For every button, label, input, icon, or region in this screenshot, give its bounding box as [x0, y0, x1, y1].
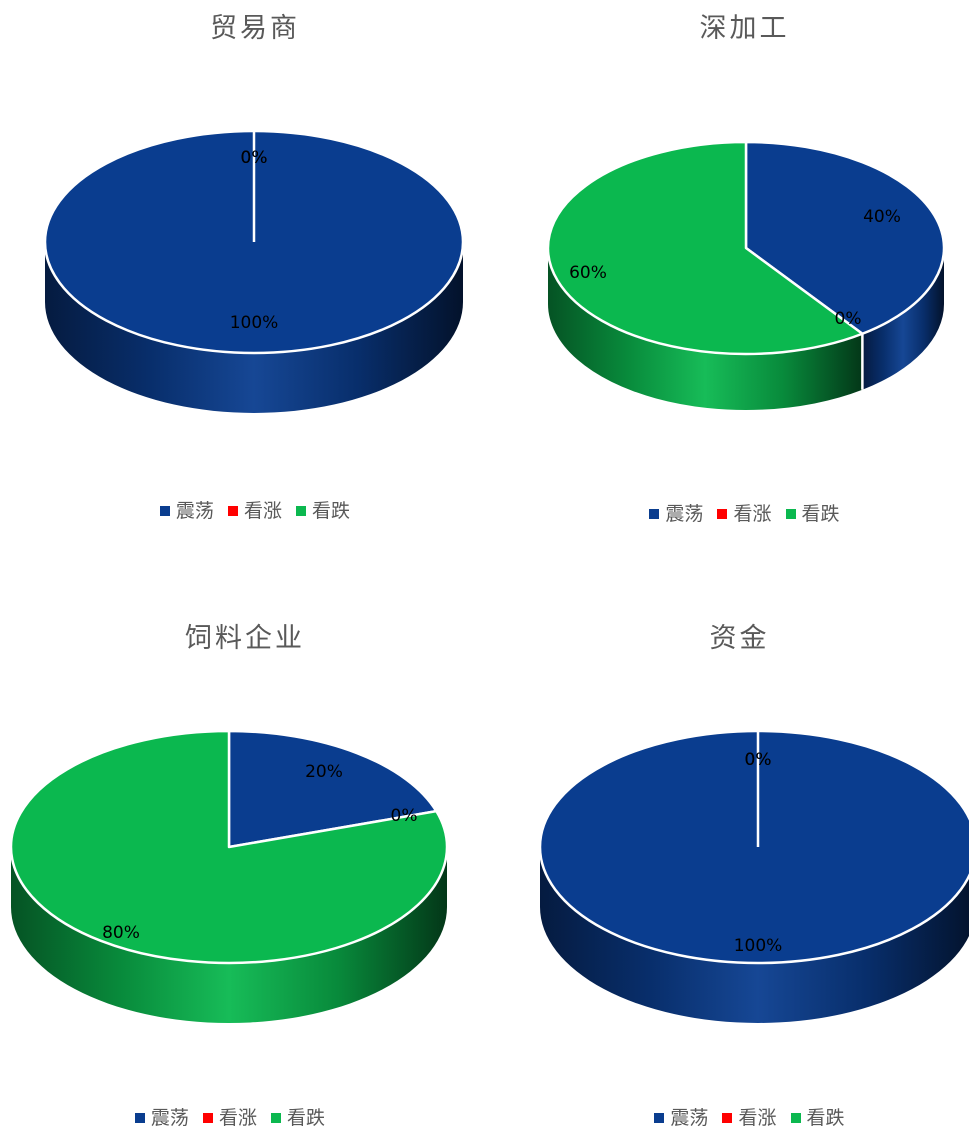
- pie-plot: 20% 0% 80%: [9, 729, 449, 1023]
- legend-item-oscillation: 震荡: [654, 1103, 708, 1130]
- legend-swatch: [296, 506, 307, 516]
- legend-item-bearish: 看跌: [271, 1103, 325, 1130]
- legend-swatch: [649, 509, 660, 519]
- legend-swatch: [227, 506, 238, 516]
- legend-swatch: [159, 506, 170, 516]
- pie-slice-看跌: [546, 140, 864, 356]
- pie-plot: 40% 0% 60%: [546, 140, 946, 410]
- pie-slice-震荡: [744, 140, 946, 336]
- data-label-震荡: 100%: [230, 313, 279, 333]
- legend-item-oscillation: 震荡: [649, 499, 703, 526]
- data-label-看跌: 80%: [102, 923, 140, 943]
- legend: 震荡 看涨 看跌: [0, 1103, 460, 1130]
- legend-item-bearish: 看跌: [296, 496, 350, 523]
- pie-side-震荡: [45, 242, 463, 413]
- legend-item-bullish: 看涨: [227, 496, 282, 523]
- legend: 震荡 看涨 看跌: [10, 496, 500, 523]
- data-label-震荡: 100%: [734, 936, 783, 956]
- legend: 震荡 看涨 看跌: [530, 1103, 969, 1130]
- data-label-震荡: 40%: [863, 207, 901, 227]
- legend-swatch: [722, 1113, 733, 1123]
- legend-item-oscillation: 震荡: [159, 496, 214, 523]
- data-label-震荡: 20%: [305, 762, 343, 782]
- pie-slice-看跌: [9, 729, 449, 965]
- pie-plot: 100%0%0%: [538, 729, 969, 1023]
- pie-chart-funds: 资金 100% 0% 0% 震荡 看涨 看跌: [490, 560, 969, 1130]
- legend-item-bullish: 看涨: [202, 1103, 257, 1130]
- data-label-看跌: 0%: [241, 148, 268, 168]
- legend-item-oscillation: 震荡: [134, 1103, 189, 1130]
- legend-swatch: [202, 1113, 213, 1123]
- legend-swatch: [134, 1113, 145, 1123]
- data-label-看跌: 60%: [569, 263, 607, 283]
- pie-side-看跌: [11, 847, 447, 1023]
- legend-swatch: [271, 1113, 282, 1123]
- legend-swatch: [790, 1113, 801, 1123]
- data-label-看跌: 0%: [745, 750, 772, 770]
- pie-chart-deep-processing: 深加工 40% 0% 60% 震荡 看涨 看跌: [500, 0, 969, 560]
- chart-title: 饲料企业: [185, 623, 305, 654]
- data-label-看涨: 0%: [391, 806, 418, 826]
- chart-title: 深加工: [699, 13, 790, 44]
- legend-swatch: [717, 509, 728, 519]
- legend-item-bearish: 看跌: [785, 499, 840, 526]
- pie-plot: 100%0%0%: [43, 129, 465, 413]
- pie-side-震荡: [862, 248, 944, 390]
- legend-swatch: [785, 509, 796, 519]
- pie-chart-feed-enterprises: 饲料企业 20% 0% 80% 震荡 看涨 看跌: [0, 560, 490, 1130]
- legend: 震荡 看涨 看跌: [520, 499, 969, 526]
- data-label-看涨: 0%: [745, 750, 772, 770]
- chart-title: 资金: [709, 623, 770, 654]
- legend-item-bullish: 看涨: [722, 1103, 777, 1130]
- legend-item-bullish: 看涨: [717, 499, 772, 526]
- legend-swatch: [654, 1113, 665, 1123]
- legend-item-bearish: 看跌: [790, 1103, 845, 1130]
- data-label-看涨: 0%: [241, 148, 268, 168]
- data-label-看涨: 0%: [835, 309, 862, 329]
- pie-chart-traders: 贸易商 100% 0% 0% 震荡 看涨 看跌: [0, 0, 500, 560]
- pie-side-震荡: [540, 847, 969, 1023]
- pie-side-看跌: [548, 248, 863, 410]
- pie-slice-震荡: [227, 729, 438, 849]
- chart-title: 贸易商: [210, 13, 300, 44]
